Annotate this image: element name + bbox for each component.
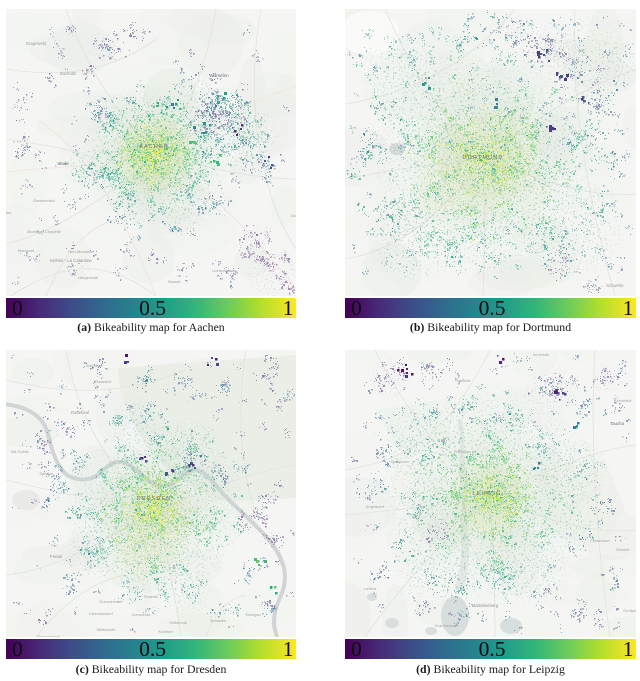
svg-text:Gredefeld: Gredefeld <box>615 399 632 403</box>
svg-text:Gossdorf: Gossdorf <box>95 379 112 384</box>
svg-text:Weixdorf: Weixdorf <box>86 363 103 368</box>
svg-text:Markkleeberg: Markkleeberg <box>472 603 499 608</box>
svg-text:hu?erloth: hu?erloth <box>533 353 549 357</box>
svg-text:Roseritz: Roseritz <box>144 595 158 599</box>
svg-text:Moresnet-Chapelle: Moresnet-Chapelle <box>27 229 62 234</box>
svg-text:LEIPZIG: LEIPZIG <box>472 491 501 497</box>
svg-text:Kleinnaundorf: Kleinnaundorf <box>89 612 113 616</box>
svg-text:Obernaundorf: Obernaundorf <box>36 635 60 637</box>
svg-text:Taucha: Taucha <box>610 421 625 426</box>
svg-text:Radebeul: Radebeul <box>71 410 89 415</box>
svg-text:Kleindosen: Kleindosen <box>391 460 410 464</box>
svg-text:Würselen: Würselen <box>209 73 229 78</box>
svg-text:Kirchben: Kirchben <box>159 630 174 634</box>
svg-text:Fensendorf: Fensendorf <box>590 539 610 543</box>
svg-text:Spitzha: Spitzha <box>39 471 53 476</box>
svg-text:ttes: ttes <box>6 210 11 215</box>
svg-text:Knauthedorf: Knauthedorf <box>435 624 457 628</box>
svg-text:Freital: Freital <box>50 554 62 559</box>
svg-text:Dor: Dor <box>291 213 296 218</box>
svg-text:Ruckmars da: Ruckmars da <box>454 450 477 454</box>
svg-text:Grofipla: Grofipla <box>623 609 636 613</box>
svg-text:Rackwitz: Rackwitz <box>455 379 470 383</box>
svg-text:Vaals: Vaals <box>57 161 69 166</box>
svg-text:Kornweida: Kornweida <box>132 613 151 617</box>
svg-text:Moresnet: Moresnet <box>18 248 36 253</box>
svg-text:Hauset: Hauset <box>168 279 182 284</box>
svg-text:Gummersdorf: Gummersdorf <box>99 600 123 604</box>
svg-text:Gemmenich: Gemmenich <box>33 198 55 203</box>
svg-text:DORTMUND: DORTMUND <box>463 155 504 161</box>
svg-text:Schwerte: Schwerte <box>606 283 624 288</box>
svg-text:Angelsdorf: Angelsdorf <box>366 505 385 509</box>
svg-text:Bredefe: Bredefe <box>616 548 629 552</box>
svg-text:Kelmis - La Calamine: Kelmis - La Calamine <box>50 258 92 263</box>
svg-text:Lichtenbusch: Lichtenbusch <box>212 268 236 273</box>
svg-text:Liebera: Liebera <box>364 587 378 591</box>
svg-text:Simpelveld: Simpelveld <box>26 41 47 46</box>
svg-text:Neu-Moresnet: Neu-Moresnet <box>68 249 94 254</box>
svg-text:Bohlanes: Bohlanes <box>210 619 226 623</box>
svg-text:Golberoda: Golberoda <box>169 621 188 625</box>
svg-text:Hergenrath: Hergenrath <box>78 275 98 280</box>
svg-text:Nd-Gohlis: Nd-Gohlis <box>11 449 29 454</box>
svg-text:Wildeshufe: Wildeshufe <box>97 628 116 632</box>
svg-text:Bocholtz: Bocholtz <box>60 71 76 76</box>
svg-text:Sobrigau: Sobrigau <box>245 613 260 617</box>
svg-text:AACHEN: AACHEN <box>139 144 169 150</box>
svg-text:DRESDEN: DRESDEN <box>137 496 172 502</box>
